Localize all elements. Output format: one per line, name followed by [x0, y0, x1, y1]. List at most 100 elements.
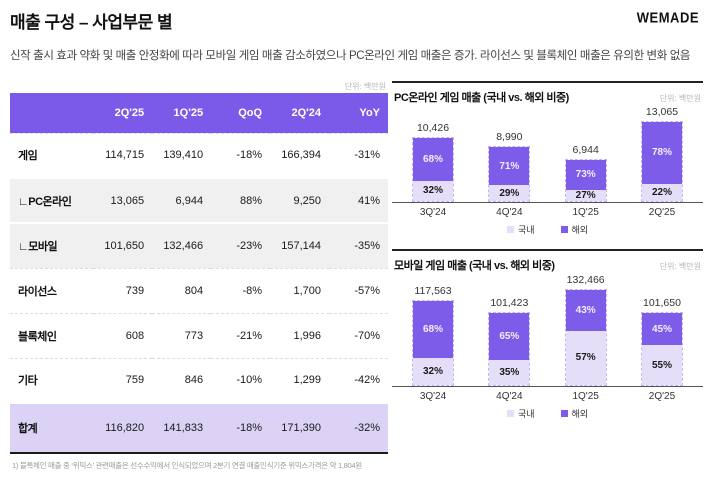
row-label: 블록체인 — [18, 330, 57, 343]
bar-segment-domestic: 22% — [641, 183, 682, 201]
cell-value: -32% — [354, 422, 380, 434]
chart-legend: 국내 해외 — [392, 407, 703, 420]
cell-value: 101,650 — [104, 239, 145, 252]
bar-segment-overseas: 68% — [413, 138, 453, 181]
bar-column: 117,563 68% 32% — [404, 285, 462, 386]
cell-value: 114,715 — [105, 149, 145, 162]
cell-value: -70% — [354, 329, 380, 342]
row-label: ∟PC온라인 — [18, 195, 72, 208]
cell-value: 171,390 — [281, 422, 321, 434]
bar-segment-domestic: 29% — [489, 185, 530, 201]
table-col-header: YoY — [359, 106, 380, 119]
stacked-bar: 68% 32% — [412, 137, 454, 202]
table-row: ∟모바일 101,650 132,466 -23% 157,144 -35% — [10, 223, 388, 268]
chart-x-axis: 3Q'24 4Q'24 1Q'25 2Q'25 — [392, 387, 703, 402]
stacked-bar: 71% 29% — [488, 146, 531, 202]
legend-swatch-icon — [506, 226, 514, 233]
bar-segment-overseas: 43% — [565, 290, 606, 331]
cell-value: -35% — [354, 239, 380, 252]
cell-value: -10% — [236, 374, 263, 387]
table-col-header: 1Q'25 — [173, 106, 204, 119]
legend-swatch-icon — [506, 410, 514, 417]
row-label: 라이선스 — [18, 285, 57, 298]
stacked-bar: 68% 32% — [412, 300, 454, 386]
row-label: 게임 — [18, 150, 38, 163]
bar-segment-overseas: 73% — [565, 160, 606, 190]
cell-value: -57% — [354, 284, 380, 297]
x-tick-label: 1Q'25 — [572, 391, 599, 402]
cell-value: 13,065 — [110, 194, 145, 207]
x-tick-label: 4Q'24 — [496, 207, 523, 218]
bar-value-label: 117,563 — [414, 285, 452, 297]
chart-plot-area: 117,563 68% 32% 101,423 65% 35% 132,466 43% 57% 1… — [392, 273, 703, 387]
bar-segment-domestic: 57% — [565, 330, 606, 385]
legend-swatch-icon — [560, 410, 568, 417]
slide-subtitle: 신작 출시 효과 약화 및 매출 안정화에 따라 모바일 게임 매출 감소하였으… — [10, 50, 691, 62]
chart-x-axis: 3Q'24 4Q'24 1Q'25 2Q'25 — [392, 203, 703, 218]
x-tick-label: 3Q'24 — [419, 391, 447, 402]
cell-value: 608 — [125, 329, 145, 342]
charts-panel: PC온라인 게임 매출 (국내 vs. 해외 비중) 단위: 백만원 10,42… — [392, 81, 703, 471]
cell-value: 759 — [125, 374, 145, 387]
cell-value: -18% — [236, 149, 263, 162]
table-col-header: QoQ — [238, 106, 263, 119]
cell-value: 9,250 — [293, 194, 321, 207]
legend-label: 국내 — [517, 409, 535, 419]
bar-column: 8,990 71% 29% — [480, 131, 538, 202]
cell-value: 846 — [184, 374, 204, 387]
table-row: 블록체인 608 773 -21% 1,996 -70% — [10, 313, 388, 358]
bar-value-label: 13,065 — [645, 106, 679, 118]
cell-value: 116,820 — [105, 422, 145, 434]
table-footnote: 1) 블록체인 매출 중 ‘위믹스’ 관련매출은 선수수익에서 인식되었으며 2… — [12, 461, 362, 470]
legend-item: 국내 — [506, 407, 535, 420]
cell-value: -18% — [236, 422, 263, 434]
chart-plot-area: 10,426 68% 32% 8,990 71% 29% 6,944 73% 27% 13,065… — [392, 105, 703, 203]
chart-title: 모바일 게임 매출 (국내 vs. 해외 비중) — [394, 260, 555, 272]
stacked-bar: 43% 57% — [564, 289, 607, 386]
cell-value: 132,466 — [163, 239, 204, 252]
bar-column: 6,944 73% 27% — [557, 144, 615, 202]
stacked-bar: 78% 22% — [640, 121, 683, 202]
cell-value: 804 — [184, 284, 204, 297]
cell-value: 6,944 — [175, 194, 204, 207]
bar-value-label: 101,650 — [643, 297, 681, 309]
bar-segment-domestic: 32% — [413, 358, 453, 385]
legend-item: 해외 — [560, 407, 588, 420]
bar-value-label: 10,426 — [416, 122, 450, 134]
table-unit-label: 단위: 백만원 — [344, 82, 386, 91]
content: 단위: 백만원 2Q'25 1Q'25 QoQ 2Q'24 YoY 게임 114,715 1… — [0, 81, 709, 471]
x-tick-label: 2Q'25 — [648, 207, 676, 218]
cell-value: 88% — [240, 194, 263, 207]
bar-column: 101,423 65% 35% — [480, 297, 538, 386]
stacked-bar: 73% 27% — [564, 159, 607, 202]
bar-segment-domestic: 32% — [413, 180, 453, 201]
table-col-header: 2Q'25 — [114, 106, 145, 119]
chart-unit-label: 단위: 백만원 — [659, 94, 701, 103]
cell-value: -21% — [236, 329, 263, 342]
x-tick-label: 2Q'25 — [648, 391, 676, 402]
table-header-row: 2Q'25 1Q'25 QoQ 2Q'24 YoY — [10, 93, 388, 133]
table-row: ∟PC온라인 13,065 6,944 88% 9,250 41% — [10, 178, 388, 223]
cell-value: 1,700 — [293, 284, 321, 297]
bar-value-label: 132,466 — [566, 274, 605, 286]
table-row: 기타 759 846 -10% 1,299 -42% — [10, 358, 388, 403]
legend-swatch-icon — [560, 226, 568, 233]
chart-mobile: 모바일 게임 매출 (국내 vs. 해외 비중) 단위: 백만원 117,563… — [392, 249, 703, 420]
bar-segment-overseas: 78% — [641, 122, 682, 184]
bar-column: 132,466 43% 57% — [557, 274, 615, 386]
cell-value: 41% — [357, 194, 380, 207]
stacked-bar: 65% 35% — [488, 312, 531, 386]
slide-header: 매출 구성 – 사업부문 별 WEMADE — [0, 0, 709, 33]
bar-segment-overseas: 65% — [489, 313, 530, 360]
chart-pc-online: PC온라인 게임 매출 (국내 vs. 해외 비중) 단위: 백만원 10,42… — [392, 81, 703, 236]
bar-segment-domestic: 35% — [489, 359, 530, 385]
legend-label: 해외 — [571, 225, 589, 235]
legend-item: 해외 — [560, 223, 589, 236]
table-col-header: 2Q'24 — [291, 106, 321, 119]
cell-value: -23% — [236, 239, 263, 252]
bar-segment-domestic: 27% — [565, 189, 606, 201]
bar-segment-overseas: 45% — [641, 313, 682, 346]
table-row: 합계 116,820 141,833 -18% 171,390 -32% — [10, 403, 388, 453]
cell-value: 139,410 — [163, 149, 204, 162]
